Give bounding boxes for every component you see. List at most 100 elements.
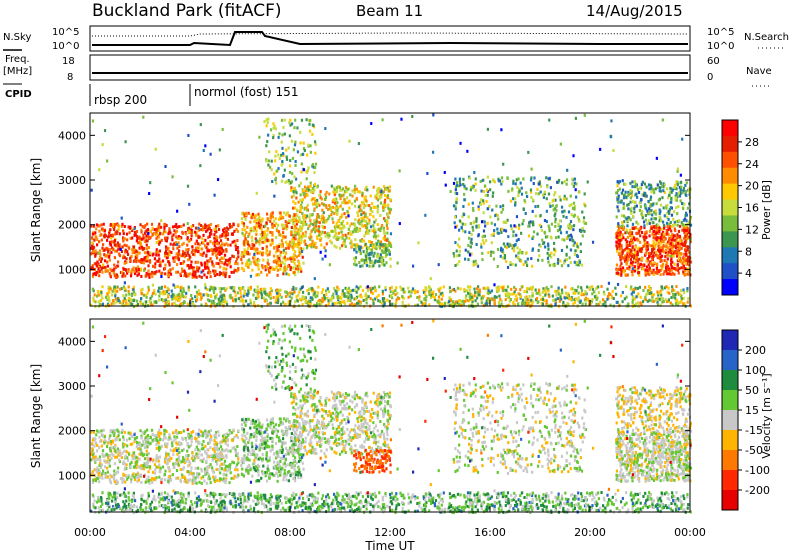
power-cell [266, 302, 269, 306]
power-cell [360, 216, 363, 220]
power-cell [321, 216, 324, 220]
power-cell [131, 229, 134, 233]
power-cell [383, 200, 386, 204]
power-cell [563, 261, 566, 265]
power-cell [348, 303, 352, 307]
power-cell [385, 238, 388, 242]
power-cell [215, 238, 219, 242]
power-cell [301, 297, 304, 301]
power-cell [335, 245, 338, 249]
power-cell [517, 194, 520, 198]
power-cell [560, 205, 564, 209]
power-cell [325, 292, 328, 296]
power-cell [525, 264, 529, 268]
power-cell [636, 263, 639, 267]
power-cell [688, 188, 691, 192]
power-cell [263, 290, 266, 294]
cpid-segment-1: rbsp 200 [94, 93, 147, 107]
power-cell [109, 222, 112, 226]
power-cell [188, 272, 192, 276]
power-cell [463, 299, 467, 303]
power-cell [629, 196, 632, 200]
power-cell [277, 290, 280, 294]
power-cell [375, 243, 379, 247]
power-cell [635, 258, 638, 262]
power-cell [635, 185, 639, 189]
power-cell [269, 216, 273, 220]
power-cell [250, 235, 254, 239]
power-cell [210, 299, 213, 303]
power-cell [615, 271, 618, 275]
power-cell [329, 206, 332, 210]
power-cell [648, 221, 651, 225]
power-cell [496, 227, 499, 231]
power-cell [247, 258, 250, 262]
power-cell [114, 243, 117, 247]
power-cell [286, 180, 289, 184]
power-cell [669, 224, 672, 228]
power-cell [248, 244, 251, 248]
power-cell [549, 204, 552, 208]
power-cell [370, 248, 374, 252]
power-cell [684, 234, 687, 238]
power-cell [198, 274, 201, 278]
power-cell [554, 217, 557, 221]
power-cell [389, 244, 392, 248]
power-cell [354, 256, 358, 260]
power-cell [263, 299, 266, 303]
power-cell [622, 270, 625, 274]
power-cell [684, 233, 687, 237]
power-cell [213, 301, 216, 305]
power-cell [323, 220, 326, 224]
power-cell [321, 230, 324, 234]
power-cell [343, 242, 346, 246]
power-cell [90, 236, 94, 240]
power-cell [252, 293, 255, 297]
power-cell [300, 229, 303, 233]
power-cell [190, 234, 193, 238]
power-cell [137, 241, 140, 245]
nsearch-label: N.Search [744, 32, 789, 43]
power-cell [643, 298, 646, 302]
power-cell [383, 247, 386, 251]
power-cell [175, 270, 178, 274]
power-cell [674, 229, 677, 233]
power-cell [280, 239, 284, 243]
power-cell [373, 251, 376, 255]
power-cell [460, 300, 463, 304]
power-cell [185, 248, 188, 252]
power-cell [575, 242, 579, 246]
power-cell [527, 298, 530, 302]
power-cell [288, 243, 291, 247]
power-cell [620, 254, 623, 258]
power-cell [683, 231, 686, 235]
power-cell [642, 220, 646, 224]
power-cell [319, 299, 322, 303]
power-cell [581, 234, 584, 238]
power-cell [269, 230, 272, 234]
power-cell [548, 176, 551, 180]
power-cell [662, 244, 665, 248]
power-cell [615, 191, 618, 195]
power-cell [644, 296, 647, 300]
power-cell [125, 303, 128, 307]
power-cell [315, 218, 318, 222]
power-cell [383, 234, 386, 238]
power-cell [631, 245, 634, 249]
power-cell [333, 244, 336, 248]
power-cell [544, 293, 547, 297]
power-cell [634, 245, 638, 249]
power-cell [94, 231, 97, 235]
power-cell [488, 204, 491, 208]
power-cell [631, 298, 634, 302]
power-cell [101, 243, 105, 247]
power-cell [211, 286, 214, 290]
power-cell [171, 297, 174, 301]
power-cell [648, 255, 651, 259]
power-cell [226, 259, 229, 263]
power-cell [233, 229, 236, 233]
power-cell [302, 261, 305, 265]
power-cell [132, 285, 135, 289]
power-cell [92, 247, 95, 251]
power-cell [688, 271, 691, 275]
